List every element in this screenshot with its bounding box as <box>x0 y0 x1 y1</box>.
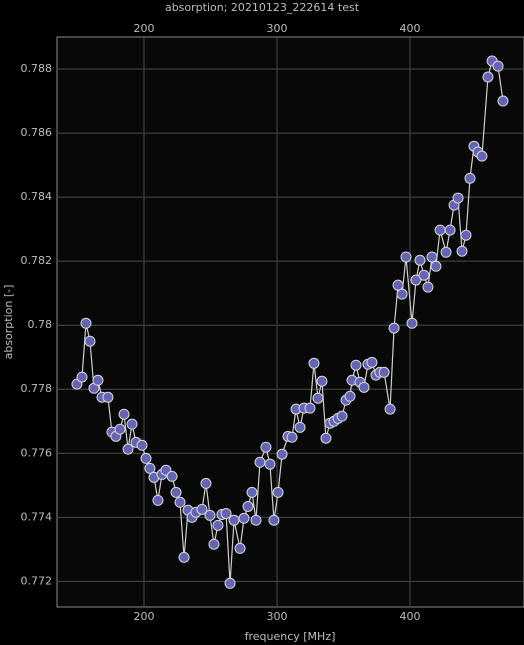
data-point <box>452 192 464 204</box>
data-point <box>268 514 280 526</box>
data-point <box>336 410 348 422</box>
data-point <box>406 317 418 329</box>
data-point <box>378 366 390 378</box>
data-point <box>126 418 138 430</box>
data-point <box>316 375 328 387</box>
x-tick-label-top: 400 <box>400 22 421 35</box>
y-tick-label: 0.782 <box>21 254 53 267</box>
data-point <box>312 392 324 404</box>
data-point <box>320 432 332 444</box>
data-point <box>220 507 232 519</box>
data-point <box>114 423 126 435</box>
data-point <box>212 519 224 531</box>
data-point <box>276 448 288 460</box>
y-tick-label: 0.772 <box>21 574 53 587</box>
data-point <box>118 408 130 420</box>
data-point <box>102 391 114 403</box>
data-point <box>308 357 320 369</box>
data-point <box>492 60 504 72</box>
data-point <box>286 431 298 443</box>
data-point <box>384 403 396 415</box>
data-point <box>430 260 442 272</box>
data-point <box>456 245 468 257</box>
y-tick-label: 0.788 <box>21 62 53 75</box>
x-tick-label: 400 <box>400 610 421 623</box>
data-point <box>272 486 284 498</box>
x-axis-label: frequency [MHz] <box>245 630 336 643</box>
data-point <box>497 95 509 107</box>
data-point <box>358 381 370 393</box>
data-point <box>464 172 476 184</box>
data-point <box>396 288 408 300</box>
y-tick-label: 0.778 <box>21 382 53 395</box>
data-point <box>152 494 164 506</box>
data-point <box>92 374 104 386</box>
data-point <box>242 500 254 512</box>
data-point <box>434 224 446 236</box>
data-point <box>392 279 404 291</box>
data-point <box>140 452 152 464</box>
data-point <box>422 281 434 293</box>
x-tick-label-top: 300 <box>266 22 287 35</box>
data-point <box>400 251 412 263</box>
y-tick-label: 0.776 <box>21 446 53 459</box>
data-point <box>304 402 316 414</box>
data-point <box>418 269 430 281</box>
data-point <box>228 514 240 526</box>
data-point <box>200 477 212 489</box>
chart-title: absorption; 20210123_222614 test <box>165 1 360 14</box>
data-point <box>144 462 156 474</box>
data-point <box>238 512 250 524</box>
data-point <box>178 551 190 563</box>
data-point <box>122 443 134 455</box>
data-point <box>76 371 88 383</box>
data-point <box>260 441 272 453</box>
data-point <box>234 542 246 554</box>
data-point <box>196 503 208 515</box>
x-tick-label: 300 <box>266 610 287 623</box>
data-point <box>350 359 362 371</box>
data-point <box>174 496 186 508</box>
data-point <box>246 486 258 498</box>
data-point <box>204 509 216 521</box>
data-point <box>476 150 488 162</box>
data-point <box>294 421 306 433</box>
data-point <box>166 470 178 482</box>
data-point <box>254 456 266 468</box>
data-point <box>80 317 92 329</box>
data-point <box>224 577 236 589</box>
y-tick-label: 0.784 <box>21 190 53 203</box>
y-axis-label: absorption [-] <box>2 285 15 360</box>
data-point <box>440 246 452 258</box>
data-point <box>344 390 356 402</box>
data-point <box>136 439 148 451</box>
x-tick-label-top: 200 <box>133 22 154 35</box>
data-point <box>264 458 276 470</box>
data-point <box>460 229 472 241</box>
y-tick-label: 0.786 <box>21 126 53 139</box>
data-point <box>170 486 182 498</box>
data-point <box>84 335 96 347</box>
data-point <box>426 251 438 263</box>
y-tick-label: 0.78 <box>28 318 53 331</box>
data-point <box>410 274 422 286</box>
data-point <box>388 322 400 334</box>
plot-area <box>56 36 524 608</box>
x-tick-label: 200 <box>133 610 154 623</box>
data-point <box>366 356 378 368</box>
data-point <box>208 538 220 550</box>
data-point <box>482 71 494 83</box>
data-point <box>414 254 426 266</box>
data-point <box>444 224 456 236</box>
y-tick-label: 0.774 <box>21 510 53 523</box>
data-point <box>250 514 262 526</box>
